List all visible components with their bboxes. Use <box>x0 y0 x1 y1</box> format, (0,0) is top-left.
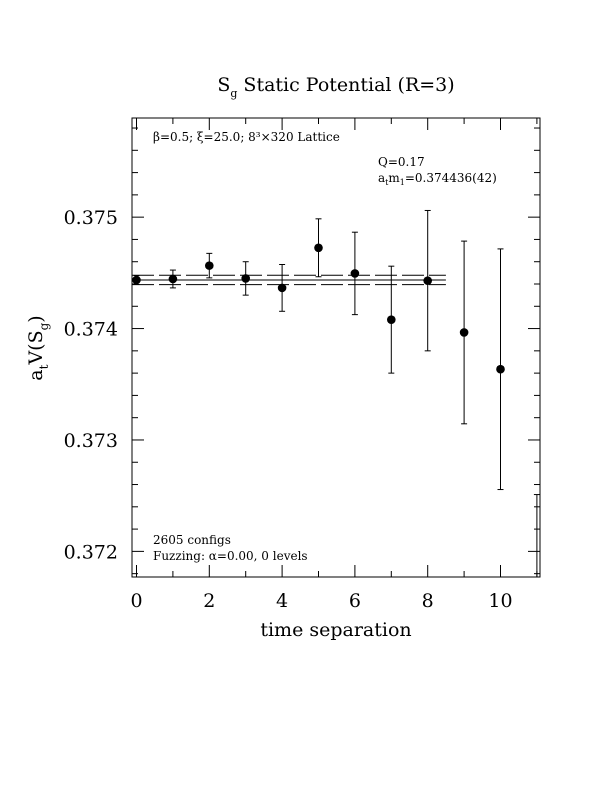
data-point <box>241 274 250 283</box>
x-tick-label: 2 <box>203 590 215 612</box>
fit-band <box>132 274 446 286</box>
data-point <box>205 261 214 270</box>
x-axis-label: time separation <box>260 619 411 641</box>
annotation-q: Q=0.17 <box>378 155 425 169</box>
data-point <box>423 276 433 285</box>
x-tick-label: 8 <box>422 590 434 612</box>
y-tick-label: 0.374 <box>64 319 118 341</box>
data-point <box>314 243 323 253</box>
x-tick-label: 0 <box>130 590 142 612</box>
plot-frame <box>131 117 541 578</box>
data-point <box>387 315 396 324</box>
x-tick-label: 4 <box>276 590 288 612</box>
x-tick-label: 6 <box>349 590 361 612</box>
data-point <box>168 274 178 284</box>
data-point <box>459 328 469 337</box>
axis-ticks <box>132 118 540 577</box>
annotation-configs: 2605 configs <box>153 533 231 547</box>
data-point <box>277 283 287 293</box>
y-tick-label: 0.375 <box>64 207 118 229</box>
annotation-mass: atm1=0.374436(42) <box>378 171 497 187</box>
y-tick-label: 0.373 <box>64 430 118 452</box>
data-points <box>132 209 540 577</box>
data-point <box>132 275 141 285</box>
y-axis-label: atV(Sg) <box>25 315 51 380</box>
data-point <box>496 364 505 374</box>
tick-labels: 0 2 4 6 8 10 0.372 0.373 0.374 0.375 <box>64 207 513 612</box>
annotation-lattice: β=0.5; ξ=25.0; 8³×320 Lattice <box>153 130 340 144</box>
y-tick-label: 0.372 <box>64 541 118 563</box>
annotation-fuzzing: Fuzzing: α=0.00, 0 levels <box>153 549 308 563</box>
chart-title: Sg Static Potential (R=3) <box>217 74 454 100</box>
x-tick-label: 10 <box>488 590 512 612</box>
data-point <box>350 269 360 278</box>
